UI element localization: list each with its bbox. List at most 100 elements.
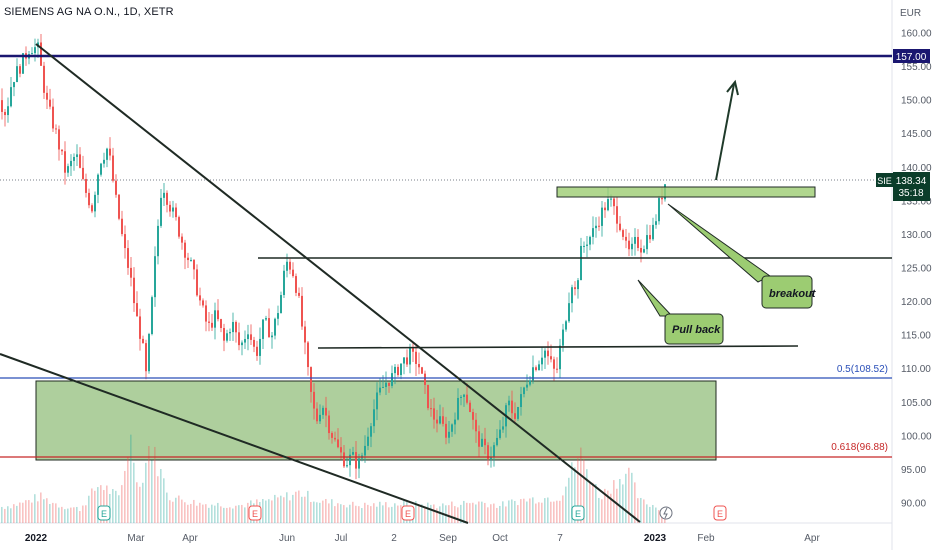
volume-bar <box>52 502 54 523</box>
volume-bar <box>118 495 120 523</box>
candle-body <box>277 313 279 319</box>
candle-body <box>247 334 249 340</box>
volume-bar <box>343 505 345 523</box>
candle-body <box>382 387 384 389</box>
candle-body <box>385 382 387 388</box>
candle-body <box>190 259 192 261</box>
volume-bar <box>358 506 360 523</box>
volume-bar <box>94 490 96 523</box>
candle-body <box>64 151 66 173</box>
candle-body <box>481 438 483 447</box>
candle-body <box>301 295 303 327</box>
volume-bar <box>319 502 321 523</box>
volume-bar <box>637 498 639 523</box>
candle-body <box>565 321 567 330</box>
volume-bar <box>91 488 93 523</box>
earnings-marker-label: E <box>575 509 581 519</box>
candle-body <box>574 287 576 290</box>
volume-bar <box>31 502 33 523</box>
volume-bar <box>175 497 177 523</box>
volume-bar <box>388 507 390 523</box>
candle-body <box>538 364 540 371</box>
volume-bar <box>499 505 501 523</box>
candle-body <box>16 66 18 83</box>
volume-bar <box>583 458 585 523</box>
volume-bar <box>643 499 645 523</box>
symbol-badge <box>876 173 893 187</box>
candle-body <box>319 414 321 422</box>
volume-bar <box>121 485 123 523</box>
earnings-marker[interactable] <box>713 505 727 521</box>
volume-bar <box>184 502 186 523</box>
candle-body <box>91 205 93 212</box>
y-tick-label: 150.00 <box>901 96 932 107</box>
volume-bar <box>28 500 30 523</box>
volume-bar <box>268 499 270 523</box>
candle-body <box>421 367 423 374</box>
y-tick-label: 95.00 <box>901 465 926 476</box>
lightning-marker-icon[interactable] <box>659 506 673 520</box>
candle-body <box>205 305 207 322</box>
candle-body <box>196 269 198 296</box>
candle-body <box>358 458 360 469</box>
volume-bar <box>214 505 216 523</box>
earnings-marker-label: E <box>717 509 723 519</box>
candle-body <box>442 416 444 424</box>
candle-body <box>487 445 489 460</box>
support-line-113 <box>317 345 799 349</box>
volume-bar <box>16 505 18 523</box>
fib-label-0.618: 0.618(96.88) <box>831 442 888 453</box>
candle-body <box>232 321 234 333</box>
volume-bar <box>655 507 657 523</box>
volume-bar <box>430 504 432 523</box>
candle-body <box>169 204 171 212</box>
candle-body <box>178 217 180 237</box>
candle-body <box>529 380 531 385</box>
candle-body <box>142 338 144 344</box>
candle-body <box>283 270 285 296</box>
candle-body <box>457 397 459 420</box>
volume-bar <box>163 478 165 523</box>
candle-body <box>112 155 114 181</box>
earnings-marker[interactable] <box>571 505 585 521</box>
earnings-marker[interactable] <box>401 505 415 521</box>
x-tick-label: Jul <box>335 533 348 544</box>
volume-bar <box>292 494 294 523</box>
candle-body <box>175 207 177 218</box>
earnings-marker-label: E <box>405 509 411 519</box>
candle-body <box>370 426 372 437</box>
x-tick-label: Oct <box>492 533 508 544</box>
candle-body <box>133 277 135 304</box>
volume-bar <box>553 501 555 523</box>
volume-bar <box>235 505 237 523</box>
earnings-marker-label: E <box>252 509 258 519</box>
candle-body <box>22 53 24 74</box>
candle-body <box>289 261 291 270</box>
volume-bar <box>283 497 285 523</box>
candle-body <box>295 276 297 293</box>
fib-label-0.5: 0.5(108.52) <box>837 364 888 375</box>
candle-body <box>346 465 348 467</box>
volume-bar <box>610 493 612 523</box>
y-tick-label: 140.00 <box>901 163 932 174</box>
candle-body <box>1 100 3 112</box>
lightning-icon <box>663 507 668 519</box>
candle-body <box>118 194 120 219</box>
last-price-text: 138.34 <box>896 176 927 187</box>
earnings-marker[interactable] <box>248 505 262 521</box>
volume-bar <box>652 504 654 523</box>
candle-body <box>163 192 165 198</box>
volume-bar <box>289 500 291 523</box>
candle-body <box>364 445 366 456</box>
candle-body <box>649 235 651 240</box>
earnings-marker[interactable] <box>97 505 111 521</box>
candle-body <box>262 319 264 339</box>
volume-bar <box>574 467 576 523</box>
volume-bar <box>508 500 510 523</box>
candle-body <box>151 297 153 334</box>
candle-body <box>271 335 273 338</box>
volume-bar <box>550 501 552 523</box>
